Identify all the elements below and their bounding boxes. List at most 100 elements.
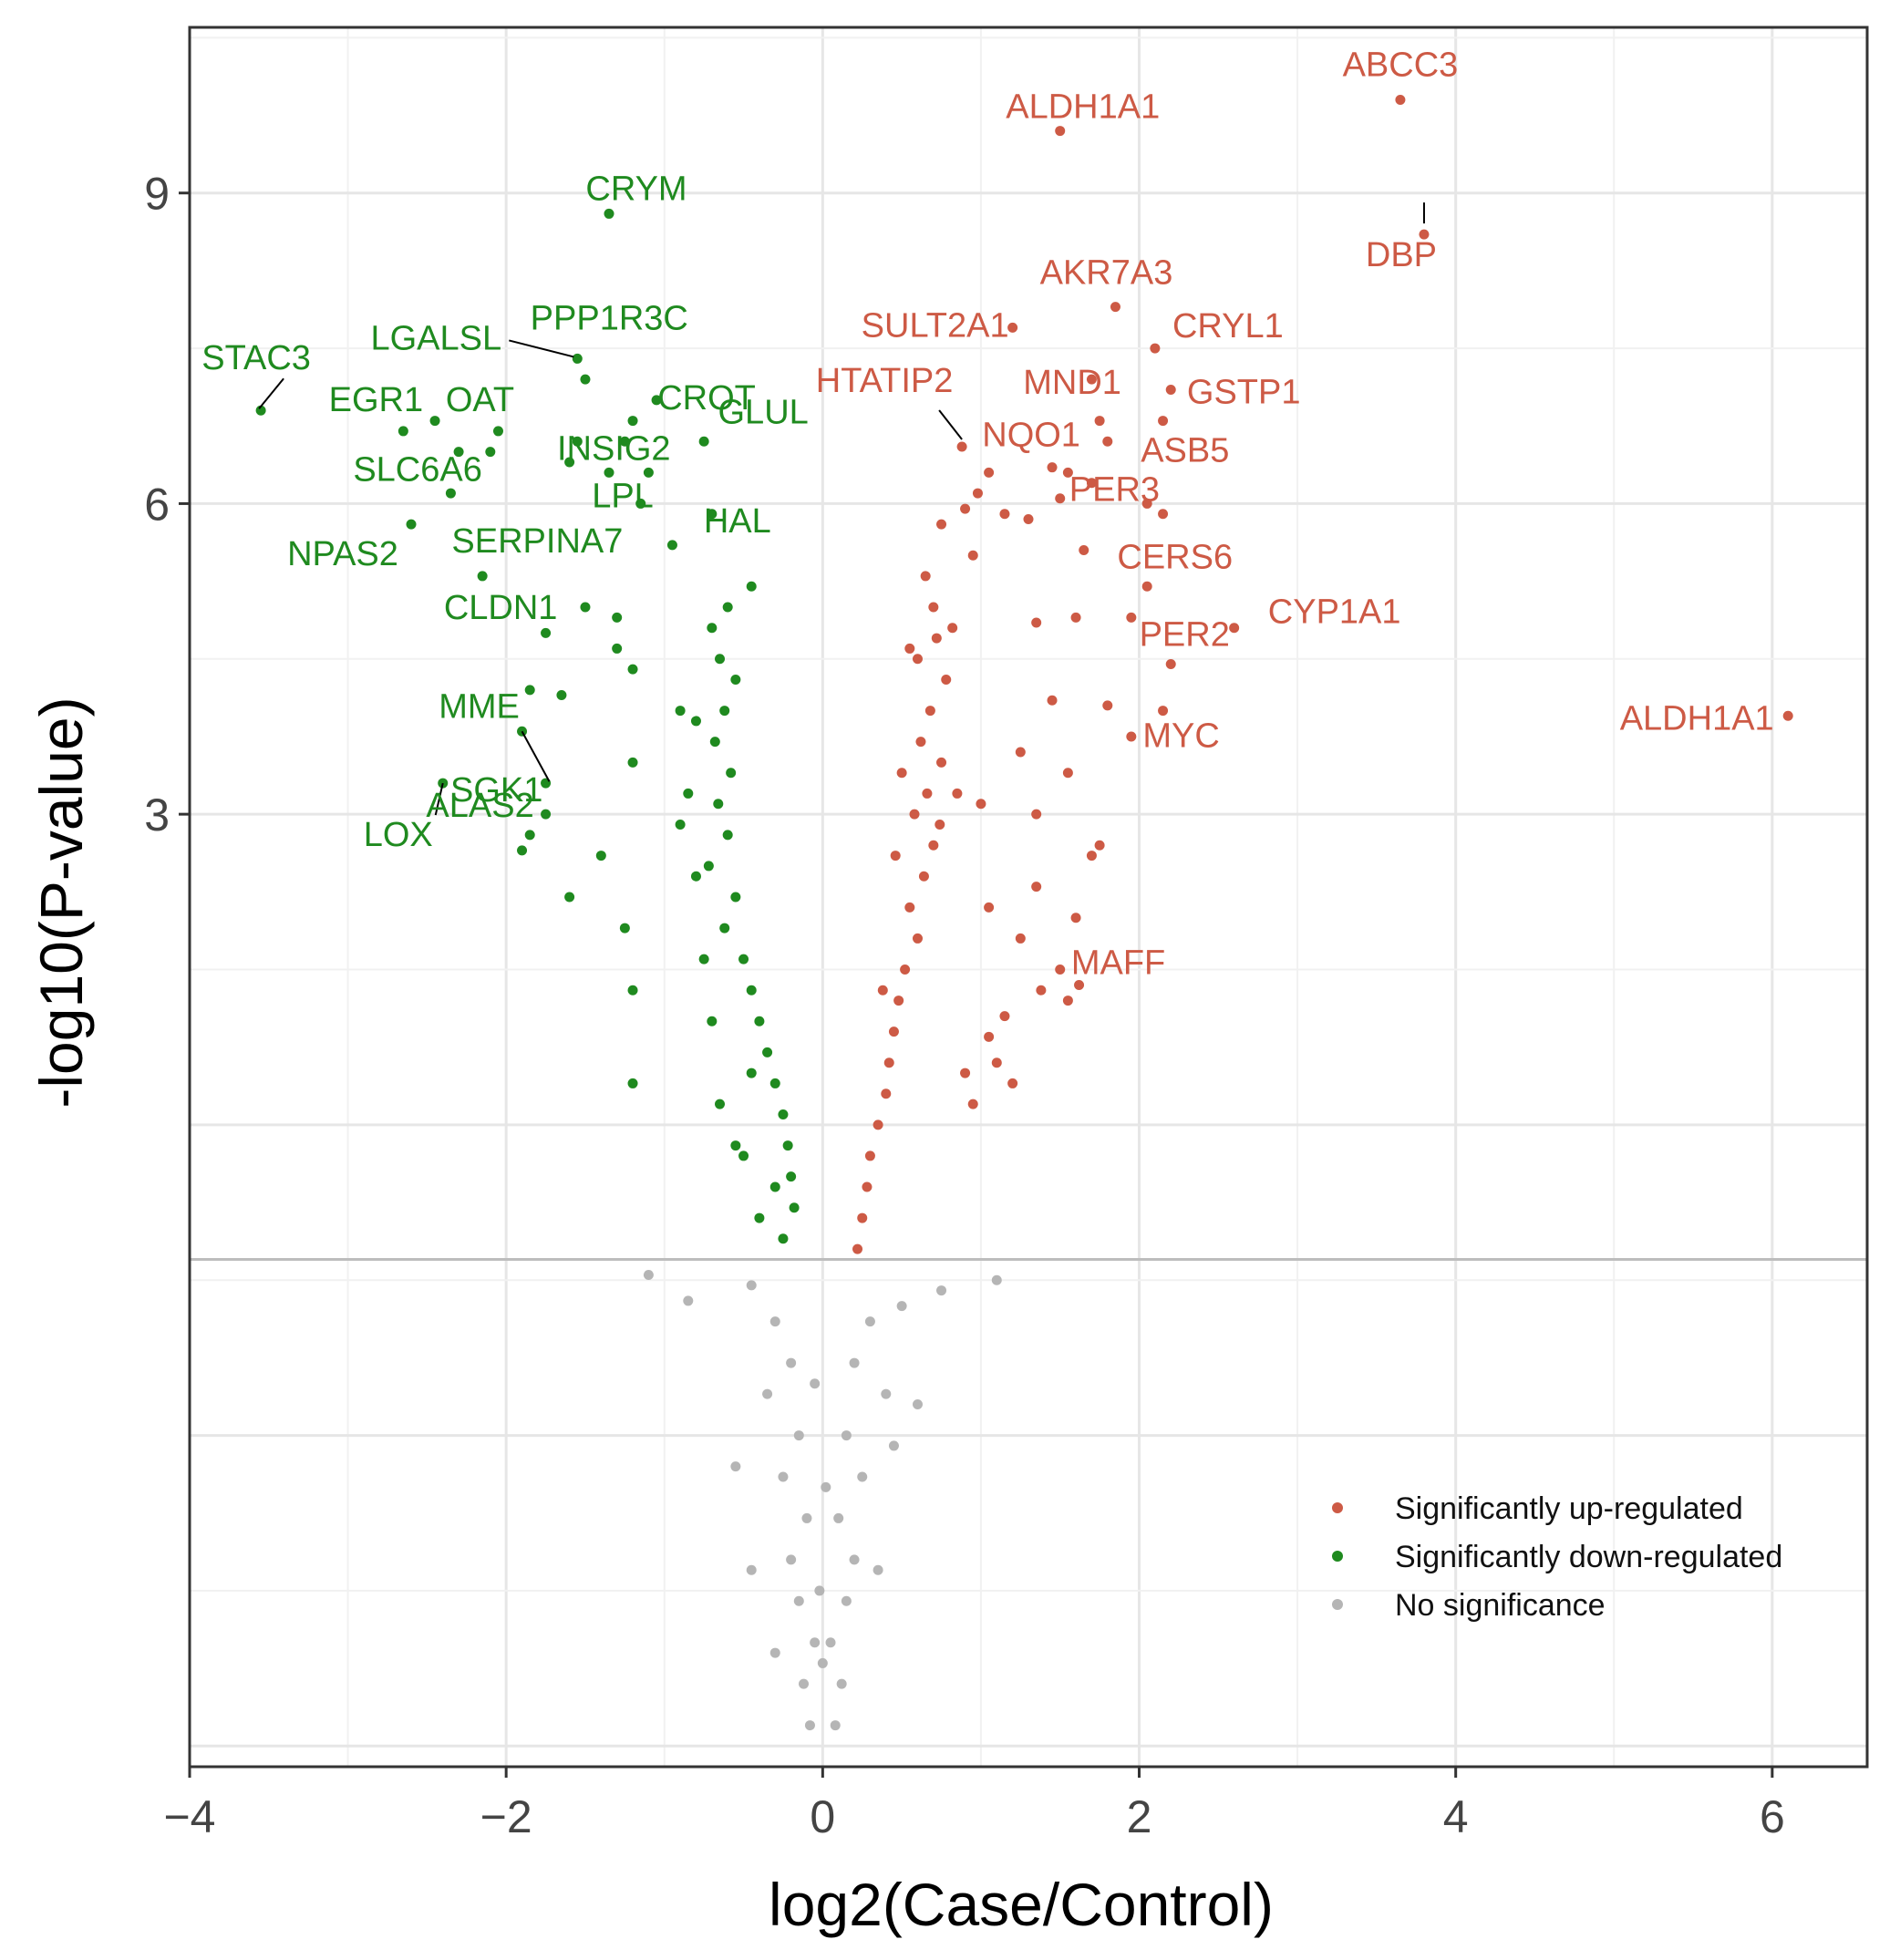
point-none — [746, 1564, 757, 1575]
point-up — [960, 1068, 971, 1078]
point-down — [730, 1140, 741, 1151]
point-up — [912, 933, 923, 944]
gene-label-lox: LOX — [364, 816, 433, 854]
gene-label-maff: MAFF — [1071, 944, 1165, 983]
point-none — [841, 1430, 852, 1441]
gene-label-per2: PER2 — [1140, 615, 1230, 654]
point-none — [746, 1280, 757, 1291]
point-up — [1229, 623, 1240, 634]
point-up — [904, 902, 915, 913]
point-down — [492, 426, 503, 437]
point-down — [754, 1212, 765, 1223]
point-down — [762, 1047, 773, 1057]
gene-label-per3: PER3 — [1069, 471, 1160, 510]
point-none — [836, 1678, 847, 1689]
gene-label-insig2: INSIG2 — [557, 429, 671, 468]
point-down — [782, 1140, 793, 1151]
point-none — [786, 1357, 797, 1368]
point-down — [666, 540, 677, 551]
gene-label-mme: MME — [439, 687, 520, 726]
gene-label-gstp1: GSTP1 — [1187, 374, 1301, 412]
point-none — [730, 1461, 741, 1472]
point-up — [1395, 95, 1406, 105]
point-down — [715, 1099, 726, 1109]
point-up — [920, 571, 931, 582]
point-down — [769, 1181, 780, 1192]
point-down — [524, 830, 535, 841]
x-tick-label: 6 — [1760, 1791, 1785, 1842]
point-up — [1031, 809, 1042, 820]
point-down — [789, 1202, 800, 1213]
point-none — [762, 1388, 773, 1399]
point-none — [793, 1430, 804, 1441]
leader-line — [434, 782, 444, 816]
gene-label-hal: HAL — [704, 502, 771, 541]
point-up — [1015, 747, 1026, 758]
point-none — [936, 1285, 947, 1296]
point-up — [1141, 581, 1152, 592]
point-up — [1158, 416, 1169, 427]
point-up — [1419, 229, 1430, 240]
point-up — [1079, 545, 1089, 556]
point-up — [960, 503, 971, 514]
gene-label-slc6a6: SLC6A6 — [353, 451, 482, 490]
point-up — [935, 820, 945, 830]
gene-label-egr1: EGR1 — [329, 381, 423, 419]
point-up — [1126, 731, 1137, 742]
gene-label-asb5: ASB5 — [1141, 431, 1229, 469]
point-none — [881, 1388, 892, 1399]
point-down — [726, 768, 737, 779]
point-none — [825, 1637, 836, 1648]
leader-line — [521, 730, 551, 782]
x-tick-label: −2 — [480, 1791, 532, 1842]
point-down — [713, 799, 724, 810]
point-down — [719, 706, 730, 717]
point-up — [947, 623, 958, 634]
point-up — [1047, 462, 1058, 473]
gene-label-cyp1a1: CYP1A1 — [1268, 593, 1401, 632]
point-down — [604, 467, 614, 478]
y-tick-label: 9 — [144, 169, 170, 220]
point-down — [627, 416, 638, 427]
point-none — [857, 1471, 868, 1482]
leader-line — [509, 339, 574, 358]
point-up — [924, 706, 935, 717]
point-up — [1055, 965, 1066, 975]
point-down — [612, 612, 623, 623]
point-up — [912, 654, 923, 665]
point-up — [1047, 695, 1058, 706]
point-up — [1150, 343, 1161, 354]
point-none — [864, 1316, 875, 1327]
point-none — [912, 1399, 923, 1409]
gene-label-ppp1r3c: PPP1R3C — [531, 299, 688, 337]
point-down — [730, 892, 741, 903]
point-down — [477, 571, 488, 582]
point-none — [786, 1554, 797, 1565]
point-down — [556, 690, 567, 701]
point-up — [877, 985, 888, 995]
point-up — [1110, 302, 1120, 313]
legend-down-label: Significantly down-regulated — [1395, 1540, 1782, 1574]
point-down — [627, 664, 638, 675]
point-down — [255, 405, 266, 416]
point-down — [572, 436, 583, 447]
point-none — [849, 1554, 860, 1565]
leader-line — [258, 377, 284, 409]
point-up — [972, 488, 983, 499]
point-up — [952, 788, 963, 799]
point-up — [915, 737, 926, 748]
point-none — [849, 1357, 860, 1368]
point-up — [883, 1057, 894, 1068]
point-down — [690, 871, 701, 882]
plot-panel-border — [188, 26, 1869, 1769]
point-up — [896, 768, 907, 779]
point-up — [1031, 617, 1042, 628]
point-none — [804, 1720, 815, 1731]
point-down — [398, 426, 408, 437]
point-down — [619, 436, 630, 447]
point-up — [956, 441, 967, 452]
point-up — [1086, 374, 1097, 385]
point-down — [730, 675, 741, 685]
legend-none-label: No significance — [1395, 1588, 1606, 1623]
